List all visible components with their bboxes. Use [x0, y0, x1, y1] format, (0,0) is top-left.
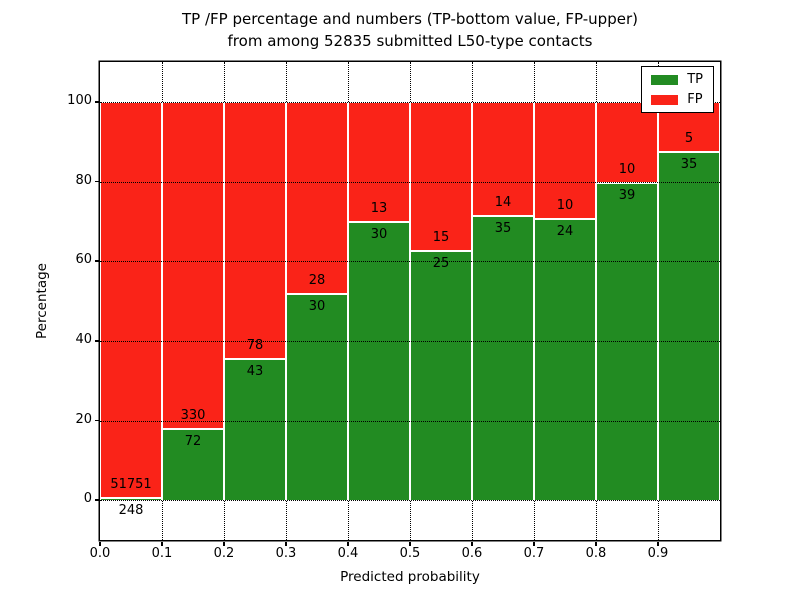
y-gridline: [100, 500, 720, 502]
legend-entry-fp: FP: [651, 93, 703, 106]
bar-segment-tp: [100, 498, 162, 501]
tp-count-label: 25: [432, 256, 450, 272]
bar-segment-fp: [596, 101, 658, 184]
x-tick-mark: [471, 541, 473, 546]
fp-count-label: 10: [618, 162, 636, 178]
fp-count-label: 78: [246, 337, 264, 353]
tp-count-label: 39: [618, 188, 636, 204]
fp-count-label: 10: [556, 197, 574, 213]
bar-segment-fp: [534, 101, 596, 219]
tp-count-label: 43: [246, 363, 264, 379]
x-tick-label: 0.9: [647, 546, 669, 561]
x-tick-mark: [99, 541, 101, 546]
tp-count-label: 24: [556, 223, 574, 239]
legend-label-tp: TP: [687, 72, 703, 87]
bar-segment-tp: [534, 218, 596, 501]
x-tick-mark: [533, 541, 535, 546]
x-tick-mark: [223, 541, 225, 546]
fp-count-label: 15: [432, 230, 450, 246]
bar-segment-fp: [348, 101, 410, 223]
x-tick-label: 0.5: [399, 546, 421, 561]
y-gridline: [100, 181, 720, 183]
x-tick-label: 0.7: [523, 546, 545, 561]
x-tick-label: 0.0: [89, 546, 111, 561]
x-tick-label: 0.6: [461, 546, 483, 561]
bar-segment-fp: [286, 101, 348, 295]
y-gridline: [100, 261, 720, 263]
y-tick-mark: [94, 101, 99, 103]
bar-segment-fp: [472, 101, 534, 216]
x-tick-label: 0.3: [275, 546, 297, 561]
tp-count-label: 30: [308, 299, 326, 315]
y-gridline: [100, 420, 720, 422]
fp-count-label: 28: [308, 273, 326, 289]
fp-count-label: 5: [684, 130, 694, 146]
y-tick-label: 80: [75, 172, 92, 188]
x-tick-label: 0.2: [213, 546, 235, 561]
bar-segment-tp: [410, 251, 472, 501]
x-tick-mark: [347, 541, 349, 546]
fp-count-label: 14: [494, 194, 512, 210]
x-axis-label: Predicted probability: [340, 569, 480, 585]
legend: TP FP: [641, 66, 714, 113]
bar-segment-tp: [162, 428, 224, 501]
tp-color-swatch: [651, 74, 679, 85]
y-tick-mark: [94, 260, 99, 262]
x-tick-mark: [409, 541, 411, 546]
y-gridline: [100, 340, 720, 342]
bar-segment-tp: [658, 151, 720, 501]
legend-entry-tp: TP: [651, 73, 703, 86]
fp-count-label: 330: [180, 407, 206, 423]
y-tick-mark: [94, 419, 99, 422]
bar-segment-fp: [224, 101, 286, 359]
x-tick-label: 0.4: [337, 546, 359, 561]
tp-count-label: 72: [184, 433, 202, 449]
bar-segment-tp: [472, 215, 534, 501]
x-tick-mark: [657, 541, 659, 546]
y-tick-label: 0: [83, 491, 92, 507]
tp-count-label: 35: [680, 156, 698, 172]
tp-count-label: 35: [494, 220, 512, 236]
tp-count-label: 30: [370, 227, 388, 243]
bar-segment-fp: [100, 101, 162, 499]
bar-segment-tp: [286, 294, 348, 501]
y-tick-label: 20: [75, 411, 92, 427]
legend-label-fp: FP: [687, 92, 703, 107]
y-gridline: [100, 101, 720, 103]
y-tick-mark: [94, 499, 99, 501]
chart-title: TP /FP percentage and numbers (TP-bottom…: [182, 10, 638, 28]
y-tick-label: 40: [75, 331, 92, 347]
fp-count-label: 51751: [110, 477, 152, 493]
bar-segment-tp: [348, 222, 410, 501]
chart-subtitle: from among 52835 submitted L50-type cont…: [227, 32, 593, 50]
plot-area: TP FP 51751 248 330 72 78 43 28 30 13 30 15 25 14 35 1…: [100, 62, 720, 540]
x-tick-label: 0.8: [585, 546, 607, 561]
fp-color-swatch: [651, 94, 679, 105]
fp-count-label: 13: [370, 201, 388, 217]
x-tick-mark: [595, 541, 597, 546]
bar-segment-tp: [224, 358, 286, 501]
y-axis-label: Percentage: [34, 263, 50, 339]
tp-count-label: 248: [118, 503, 144, 519]
x-tick-mark: [285, 541, 287, 546]
y-tick-label: 60: [75, 252, 92, 268]
y-tick-mark: [94, 180, 99, 183]
bar-segment-fp: [410, 101, 472, 252]
y-tick-label: 100: [67, 92, 92, 108]
x-tick-mark: [161, 541, 163, 546]
y-tick-mark: [94, 340, 99, 342]
bar-segment-fp: [162, 101, 224, 429]
x-tick-label: 0.1: [151, 546, 173, 561]
